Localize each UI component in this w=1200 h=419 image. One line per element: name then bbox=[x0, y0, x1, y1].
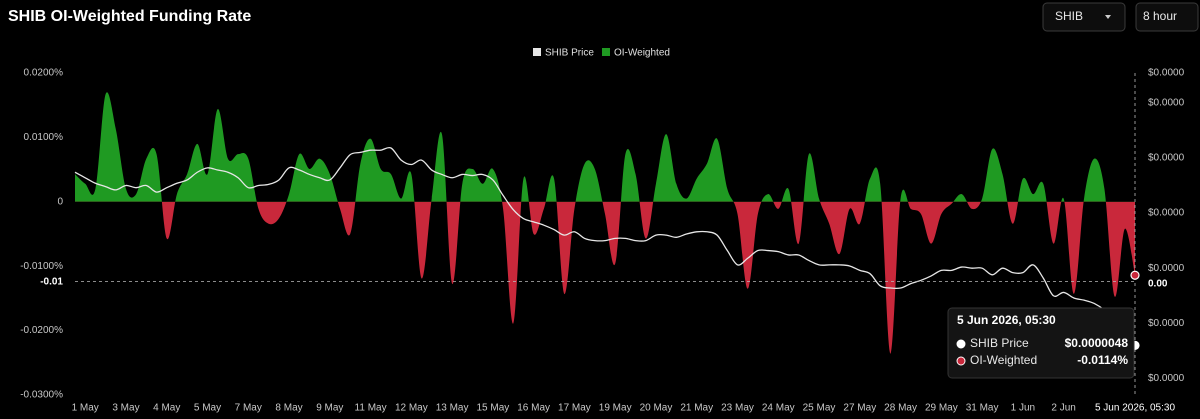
y2-tick-label: $0.0000 bbox=[1148, 208, 1185, 219]
y-tick-label: 0.0100% bbox=[24, 132, 64, 143]
x-tick-label: 3 May bbox=[112, 403, 139, 414]
y2-tick-label: $0.0000 bbox=[1148, 68, 1185, 79]
x-tick-label: 8 May bbox=[275, 403, 302, 414]
x-tick-label: 13 May bbox=[436, 403, 469, 414]
x-tick-label: 25 May bbox=[803, 403, 836, 414]
x-tick-label: 17 May bbox=[558, 403, 591, 414]
crosshair-y2-label: 0.00 bbox=[1148, 278, 1168, 289]
funding-area-negative bbox=[161, 201, 1135, 354]
x-tick-label: 28 May bbox=[884, 403, 917, 414]
x-tick-label: 1 May bbox=[72, 403, 99, 414]
interval-select-label[interactable]: 8 hour bbox=[1143, 9, 1177, 23]
hover-point bbox=[1130, 270, 1140, 280]
x-tick-label: 16 May bbox=[517, 403, 550, 414]
funding-area-positive bbox=[75, 92, 1135, 202]
price-line bbox=[74, 146, 1136, 346]
y-tick-label: 0.0200% bbox=[24, 68, 64, 79]
x-hover-label: 5 Jun 2026, 05:30 bbox=[1095, 403, 1176, 414]
x-tick-label: 5 May bbox=[194, 403, 221, 414]
x-tick-label: 31 May bbox=[966, 403, 999, 414]
x-tick-label: 4 May bbox=[153, 403, 180, 414]
y2-tick-label: $0.0000 bbox=[1148, 373, 1185, 384]
x-tick-label: 12 May bbox=[395, 403, 428, 414]
x-tick-label: 23 May bbox=[721, 403, 754, 414]
y-tick-label: -0.0300% bbox=[20, 390, 63, 401]
dropdown-caret bbox=[1105, 15, 1111, 19]
x-tick-label: 20 May bbox=[640, 403, 673, 414]
symbol-select-box[interactable] bbox=[1042, 2, 1126, 32]
y-tick-label: -0.0100% bbox=[20, 261, 63, 272]
symbol-select[interactable]: SHIB bbox=[1042, 2, 1126, 32]
tooltip-box bbox=[947, 307, 1135, 379]
x-tick-label: 2 Jun bbox=[1051, 403, 1075, 414]
legend-swatch bbox=[533, 48, 541, 56]
tooltip-swatch bbox=[956, 339, 966, 349]
y2-tick-label: $0.0000 bbox=[1148, 263, 1185, 274]
page-title: SHIB OI-Weighted Funding Rate bbox=[8, 8, 251, 25]
x-tick-label: 15 May bbox=[476, 403, 509, 414]
interval-select[interactable]: 8 hour bbox=[1135, 2, 1199, 32]
y2-tick-label: $0.0000 bbox=[1148, 318, 1185, 329]
tooltip-swatch bbox=[956, 356, 966, 366]
interval-select-box[interactable] bbox=[1135, 2, 1199, 32]
x-tick-label: 19 May bbox=[599, 403, 632, 414]
tooltip-value: -0.0114% bbox=[1077, 353, 1128, 367]
legend-label: SHIB Price bbox=[545, 48, 594, 59]
y2-tick-label: $0.0000 bbox=[1148, 153, 1185, 164]
tooltip-series-name: OI-Weighted bbox=[970, 353, 1037, 367]
legend-swatch bbox=[602, 48, 610, 56]
x-tick-label: 29 May bbox=[925, 403, 958, 414]
x-tick-label: 21 May bbox=[680, 403, 713, 414]
tooltip: 5 Jun 2026, 05:30 SHIB Price $0.0000048 OI-… bbox=[947, 307, 1135, 379]
y-tick-label: -0.0200% bbox=[20, 325, 63, 336]
legend-label: OI-Weighted bbox=[614, 48, 670, 59]
tooltip-title: 5 Jun 2026, 05:30 bbox=[957, 313, 1056, 327]
x-tick-label: 7 May bbox=[235, 403, 262, 414]
y2-tick-label: $0.0000 bbox=[1148, 97, 1185, 108]
tooltip-value: $0.0000048 bbox=[1065, 336, 1129, 350]
symbol-select-label[interactable]: SHIB bbox=[1055, 9, 1083, 23]
x-tick-label: 24 May bbox=[762, 403, 795, 414]
x-tick-label: 9 May bbox=[316, 403, 343, 414]
tooltip-series-name: SHIB Price bbox=[970, 336, 1029, 350]
crosshair-y-label: -0.01 bbox=[40, 276, 63, 287]
x-tick-label: 27 May bbox=[843, 403, 876, 414]
x-tick-label: 1 Jun bbox=[1011, 403, 1035, 414]
y-tick-label: 0 bbox=[57, 196, 63, 207]
x-tick-label: 11 May bbox=[355, 403, 387, 414]
